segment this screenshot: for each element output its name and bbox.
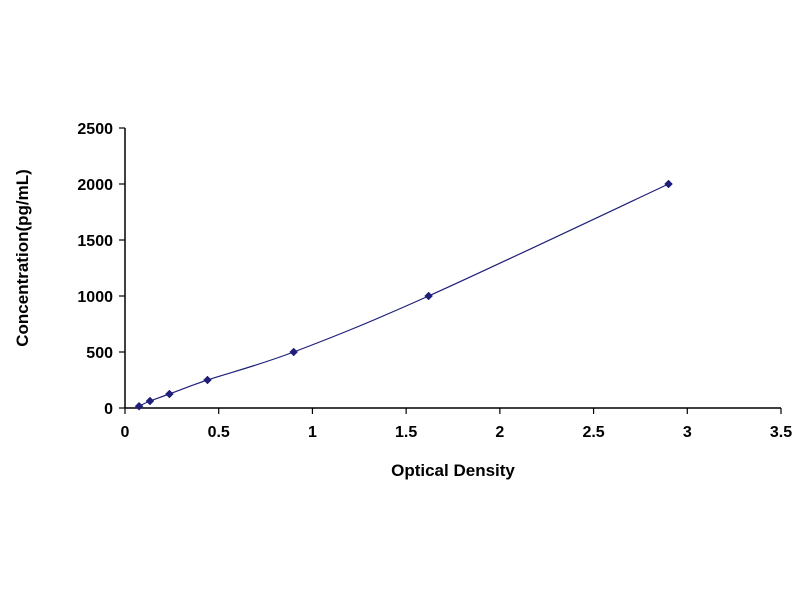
data-point <box>664 179 673 189</box>
trend-line <box>138 183 669 407</box>
x-tick-label: 1 <box>308 424 317 441</box>
x-tick-label: 2 <box>495 424 504 441</box>
data-point <box>134 401 144 411</box>
y-tick-label: 2000 <box>77 177 113 194</box>
y-axis-title: Concentration(pg/mL) <box>13 169 32 347</box>
y-tick-label: 0 <box>104 401 113 418</box>
x-tick-label: 0.5 <box>208 424 230 441</box>
series-layer <box>134 179 673 411</box>
x-tick-label: 2.5 <box>582 424 604 441</box>
x-tick-label: 3 <box>683 424 692 441</box>
data-point <box>145 396 155 406</box>
x-tick-label: 1.5 <box>395 424 417 441</box>
data-point <box>289 347 299 357</box>
axes <box>119 127 782 414</box>
y-tick-label: 1500 <box>77 233 113 250</box>
tick-labels: 0 500 1000 1500 2000 2500 0 0.5 1 1.5 2 2.5 3 3.5 <box>77 121 792 441</box>
y-tick-label: 500 <box>86 345 113 362</box>
data-point <box>203 375 212 385</box>
x-axis-title: Optical Density <box>391 461 515 480</box>
x-tick-label: 3.5 <box>770 424 792 441</box>
x-tick-label: 0 <box>121 424 130 441</box>
data-point <box>165 389 174 399</box>
y-tick-label: 1000 <box>77 289 113 306</box>
data-point <box>424 291 433 301</box>
y-tick-label: 2500 <box>77 121 113 138</box>
